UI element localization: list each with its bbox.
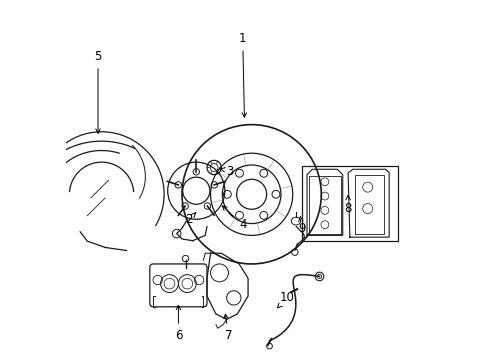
Text: 8: 8 xyxy=(344,195,351,215)
Text: 4: 4 xyxy=(222,206,246,231)
Bar xyxy=(301,166,397,241)
Text: 6: 6 xyxy=(174,305,182,342)
Text: 10: 10 xyxy=(277,291,294,308)
Text: 9: 9 xyxy=(297,216,305,235)
Text: 1: 1 xyxy=(239,32,246,117)
Text: 5: 5 xyxy=(94,50,102,133)
Text: 2: 2 xyxy=(185,213,195,226)
Text: 7: 7 xyxy=(224,314,232,342)
Text: 3: 3 xyxy=(220,165,233,177)
